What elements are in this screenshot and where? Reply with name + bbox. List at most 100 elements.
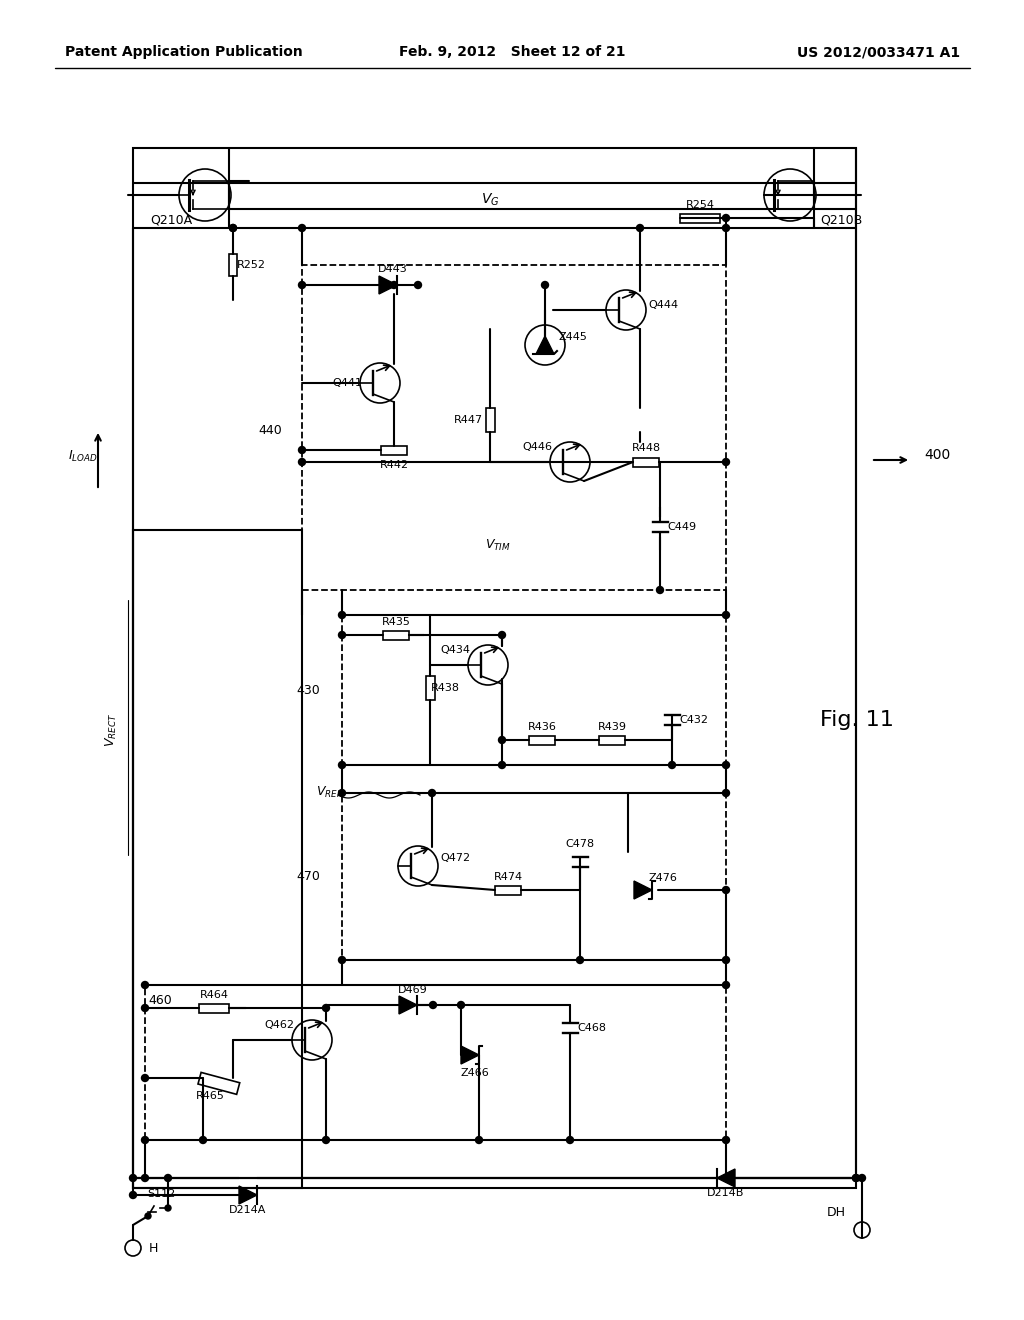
Polygon shape bbox=[536, 337, 554, 354]
Text: Q434: Q434 bbox=[440, 645, 470, 655]
Polygon shape bbox=[634, 880, 652, 899]
Text: R254: R254 bbox=[685, 201, 715, 210]
Circle shape bbox=[129, 1175, 136, 1181]
Text: Z445: Z445 bbox=[558, 333, 588, 342]
Circle shape bbox=[339, 789, 345, 796]
Text: R252: R252 bbox=[237, 260, 265, 271]
Circle shape bbox=[723, 214, 729, 222]
Text: C449: C449 bbox=[668, 521, 696, 532]
Circle shape bbox=[339, 611, 345, 619]
Circle shape bbox=[141, 1074, 148, 1081]
Circle shape bbox=[339, 957, 345, 964]
Text: Fig. 11: Fig. 11 bbox=[820, 710, 894, 730]
Circle shape bbox=[141, 1175, 148, 1181]
Circle shape bbox=[165, 1205, 171, 1210]
Text: C478: C478 bbox=[565, 840, 595, 849]
Bar bbox=[145, 985, 726, 1140]
Text: R438: R438 bbox=[430, 682, 460, 693]
Circle shape bbox=[723, 887, 729, 894]
Text: $V_{RECT}$: $V_{RECT}$ bbox=[103, 713, 119, 747]
Polygon shape bbox=[239, 1185, 257, 1204]
Circle shape bbox=[723, 458, 729, 466]
Bar bbox=[302, 265, 726, 590]
Circle shape bbox=[145, 1213, 151, 1218]
Bar bbox=[383, 631, 409, 639]
Bar bbox=[342, 615, 726, 766]
Bar bbox=[229, 253, 237, 276]
Circle shape bbox=[499, 737, 506, 743]
Text: 440: 440 bbox=[258, 424, 282, 437]
Circle shape bbox=[458, 1002, 465, 1008]
Circle shape bbox=[723, 224, 729, 231]
Circle shape bbox=[723, 957, 729, 964]
Text: R474: R474 bbox=[494, 873, 522, 882]
Circle shape bbox=[165, 1175, 171, 1181]
Text: Z476: Z476 bbox=[648, 873, 678, 883]
Text: Q210B: Q210B bbox=[820, 214, 862, 227]
Circle shape bbox=[229, 224, 237, 231]
Circle shape bbox=[723, 1175, 729, 1181]
Circle shape bbox=[339, 762, 345, 768]
Text: C432: C432 bbox=[680, 715, 709, 725]
Bar bbox=[342, 793, 726, 960]
Text: Z466: Z466 bbox=[461, 1068, 489, 1078]
Circle shape bbox=[428, 789, 435, 796]
Text: R442: R442 bbox=[380, 459, 409, 470]
Text: R447: R447 bbox=[454, 414, 482, 425]
Circle shape bbox=[323, 1137, 330, 1143]
Circle shape bbox=[390, 281, 397, 289]
Bar bbox=[485, 408, 495, 432]
Circle shape bbox=[141, 1137, 148, 1143]
Text: $V_G$: $V_G$ bbox=[480, 191, 500, 209]
Bar bbox=[426, 676, 434, 700]
Text: Q441: Q441 bbox=[332, 378, 362, 388]
Circle shape bbox=[858, 1175, 865, 1181]
Circle shape bbox=[723, 1137, 729, 1143]
Text: $V_{REF}$: $V_{REF}$ bbox=[316, 784, 344, 800]
Bar bbox=[133, 531, 302, 1188]
Circle shape bbox=[141, 1005, 148, 1011]
Text: R448: R448 bbox=[632, 444, 660, 453]
Polygon shape bbox=[399, 997, 417, 1014]
Polygon shape bbox=[379, 276, 397, 294]
Text: US 2012/0033471 A1: US 2012/0033471 A1 bbox=[797, 45, 961, 59]
Circle shape bbox=[853, 1175, 859, 1181]
Circle shape bbox=[566, 1137, 573, 1143]
Bar bbox=[199, 1003, 229, 1012]
Bar bbox=[599, 735, 625, 744]
Text: $I_{LOAD}$: $I_{LOAD}$ bbox=[69, 449, 98, 463]
Circle shape bbox=[499, 631, 506, 639]
Text: R464: R464 bbox=[200, 990, 228, 1001]
Circle shape bbox=[339, 631, 345, 639]
Circle shape bbox=[415, 281, 422, 289]
Circle shape bbox=[542, 281, 549, 289]
Circle shape bbox=[299, 458, 305, 466]
Circle shape bbox=[299, 446, 305, 454]
Bar bbox=[529, 735, 555, 744]
Text: D214A: D214A bbox=[229, 1205, 266, 1214]
Text: Feb. 9, 2012   Sheet 12 of 21: Feb. 9, 2012 Sheet 12 of 21 bbox=[398, 45, 626, 59]
Text: Q446: Q446 bbox=[522, 442, 552, 451]
Text: Q210A: Q210A bbox=[150, 214, 193, 227]
Circle shape bbox=[475, 1137, 482, 1143]
Circle shape bbox=[229, 224, 237, 231]
Bar bbox=[381, 446, 407, 454]
Circle shape bbox=[637, 224, 643, 231]
Text: D443: D443 bbox=[378, 264, 408, 275]
Circle shape bbox=[723, 982, 729, 989]
Circle shape bbox=[499, 762, 506, 768]
Bar bbox=[633, 458, 659, 466]
Circle shape bbox=[656, 586, 664, 594]
Circle shape bbox=[299, 281, 305, 289]
Text: H: H bbox=[150, 1242, 159, 1254]
Text: R439: R439 bbox=[597, 722, 627, 733]
Circle shape bbox=[723, 611, 729, 619]
Text: $V_{TIM}$: $V_{TIM}$ bbox=[485, 537, 511, 553]
Circle shape bbox=[299, 224, 305, 231]
Text: R465: R465 bbox=[196, 1092, 224, 1101]
Circle shape bbox=[669, 762, 676, 768]
Text: S112: S112 bbox=[146, 1189, 175, 1199]
Bar bbox=[133, 148, 856, 1188]
Text: Q444: Q444 bbox=[648, 300, 678, 310]
Text: 430: 430 bbox=[296, 684, 319, 697]
